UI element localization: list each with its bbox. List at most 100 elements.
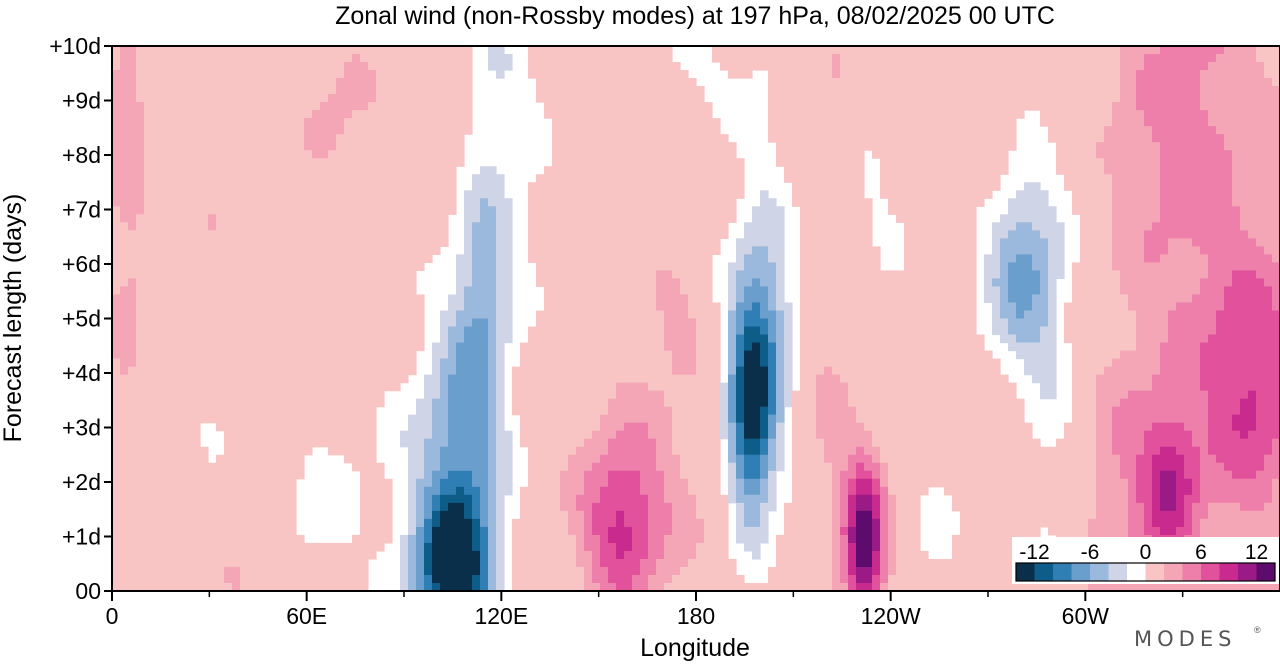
heatmap-cell	[392, 46, 401, 55]
heatmap-cell	[600, 182, 609, 191]
heatmap-cell	[1224, 126, 1233, 135]
heatmap-cell	[432, 134, 441, 143]
heatmap-cell	[1120, 118, 1129, 127]
heatmap-cell	[384, 270, 393, 280]
heatmap-cell	[800, 278, 809, 288]
heatmap-cell	[248, 350, 257, 360]
heatmap-cell	[664, 206, 673, 215]
heatmap-cell	[312, 62, 321, 71]
heatmap-cell	[352, 270, 361, 280]
heatmap-cell	[464, 334, 473, 344]
heatmap-cell	[896, 214, 905, 223]
heatmap-cell	[1144, 86, 1153, 95]
heatmap-cell	[1024, 254, 1033, 263]
heatmap-cell	[136, 118, 145, 127]
heatmap-cell	[544, 334, 553, 344]
heatmap-cell	[848, 238, 857, 247]
heatmap-cell	[1096, 334, 1105, 344]
heatmap-cell	[840, 286, 849, 296]
heatmap-cell	[1112, 190, 1121, 199]
heatmap-cell	[648, 62, 657, 71]
heatmap-cell	[1224, 302, 1233, 312]
heatmap-cell	[792, 46, 801, 55]
heatmap-cell	[192, 310, 201, 320]
heatmap-cell	[616, 278, 625, 288]
heatmap-cell	[1144, 278, 1153, 288]
heatmap-cell	[1128, 270, 1137, 280]
heatmap-cell	[544, 54, 553, 63]
heatmap-cell	[240, 198, 249, 207]
heatmap-cell	[800, 318, 809, 328]
heatmap-cell	[1160, 142, 1169, 151]
heatmap-cell	[728, 150, 737, 159]
heatmap-cell	[976, 94, 985, 103]
heatmap-cell	[1248, 278, 1257, 288]
heatmap-cell	[1168, 254, 1177, 263]
heatmap-cell	[1184, 102, 1193, 111]
heatmap-cell	[448, 126, 457, 135]
heatmap-cell	[1064, 318, 1073, 328]
heatmap-cell	[848, 262, 857, 272]
heatmap-cell	[1104, 230, 1113, 239]
heatmap-cell	[304, 302, 313, 312]
heatmap-cell	[432, 182, 441, 191]
heatmap-cell	[232, 166, 241, 175]
heatmap-cell	[368, 262, 377, 272]
heatmap-cell	[1272, 342, 1280, 352]
heatmap-cell	[1192, 86, 1201, 95]
heatmap-cell	[1208, 46, 1217, 55]
heatmap-cell	[296, 134, 305, 143]
heatmap-cell	[976, 198, 985, 207]
heatmap-cell	[552, 70, 561, 79]
heatmap-cell	[328, 158, 337, 167]
heatmap-cell	[784, 126, 793, 135]
heatmap-cell	[392, 310, 401, 320]
heatmap-cell	[616, 102, 625, 111]
heatmap-cell	[408, 158, 417, 167]
heatmap-cell	[432, 118, 441, 127]
heatmap-cell	[792, 102, 801, 111]
heatmap-cell	[824, 102, 833, 111]
heatmap-cell	[176, 190, 185, 199]
heatmap-cell	[312, 294, 321, 304]
heatmap-cell	[232, 222, 241, 231]
heatmap-cell	[560, 278, 569, 288]
heatmap-cell	[248, 78, 257, 87]
heatmap-cell	[1032, 318, 1041, 328]
heatmap-cell	[1112, 198, 1121, 207]
heatmap-cell	[808, 174, 817, 183]
heatmap-cell	[192, 126, 201, 135]
heatmap-cell	[904, 278, 913, 288]
heatmap-cell	[1016, 46, 1025, 55]
heatmap-cell	[656, 54, 665, 63]
heatmap-cell	[544, 286, 553, 296]
heatmap-cell	[1240, 150, 1249, 159]
heatmap-cell	[872, 70, 881, 79]
heatmap-cell	[312, 118, 321, 127]
heatmap-cell	[488, 302, 497, 312]
heatmap-cell	[344, 190, 353, 199]
heatmap-cell	[376, 46, 385, 55]
heatmap-cell	[320, 334, 329, 344]
heatmap-cell	[1248, 78, 1257, 87]
heatmap-cell	[960, 294, 969, 304]
heatmap-cell	[184, 142, 193, 151]
heatmap-cell	[600, 126, 609, 135]
heatmap-cell	[240, 126, 249, 135]
heatmap-cell	[888, 86, 897, 95]
heatmap-cell	[1104, 166, 1113, 175]
heatmap-cell	[1032, 246, 1041, 255]
heatmap-cell	[192, 238, 201, 247]
heatmap-cell	[1048, 78, 1057, 87]
heatmap-cell	[856, 190, 865, 199]
heatmap-cell	[832, 270, 841, 280]
heatmap-cell	[552, 302, 561, 312]
heatmap-cell	[848, 342, 857, 352]
heatmap-cell	[1120, 94, 1129, 103]
heatmap-cell	[936, 118, 945, 127]
heatmap-cell	[752, 270, 761, 280]
heatmap-cell	[296, 126, 305, 135]
heatmap-cell	[992, 78, 1001, 87]
heatmap-cell	[1120, 318, 1129, 328]
heatmap-cell	[664, 142, 673, 151]
